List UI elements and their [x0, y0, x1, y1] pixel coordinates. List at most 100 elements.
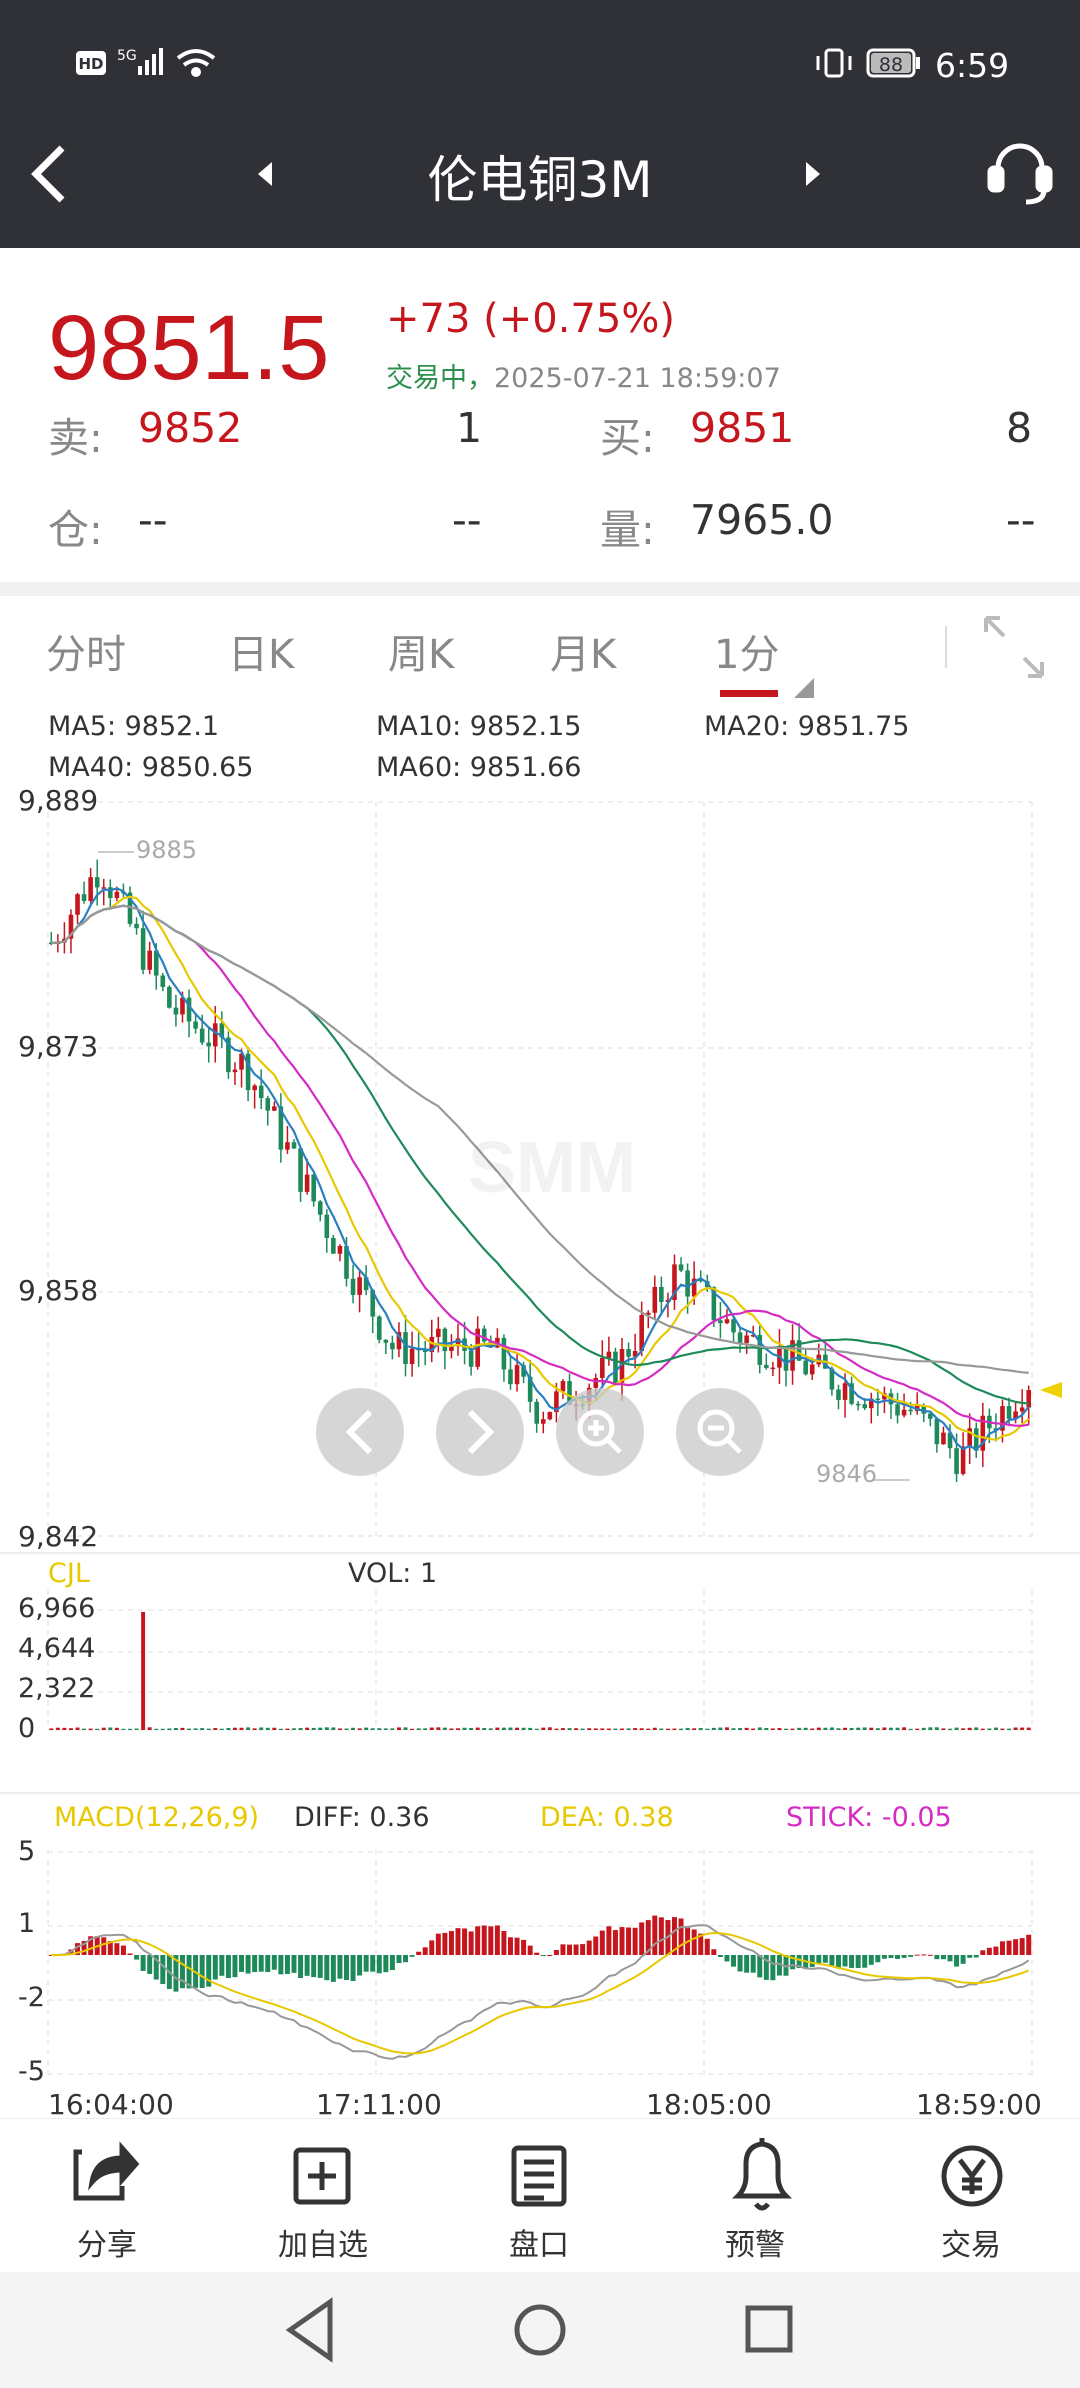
volume-bar: [987, 1728, 992, 1730]
volume-bar: [948, 1728, 952, 1730]
macd-tick-1: 5: [18, 1836, 36, 1867]
zoom-out-button[interactable]: [676, 1388, 764, 1476]
orderbook-button[interactable]: 盘口: [464, 2138, 614, 2264]
volume-bar: [757, 1727, 762, 1730]
candle-body: [842, 1383, 848, 1400]
vol-tick-4: 0: [18, 1713, 36, 1744]
volume-bar: [1000, 1728, 1005, 1730]
tab-daily-k[interactable]: 日K: [228, 632, 295, 678]
scroll-right-button[interactable]: [436, 1388, 524, 1476]
candle-body: [344, 1245, 349, 1279]
candle-body: [698, 1278, 704, 1282]
tab-intraday[interactable]: 分时: [46, 632, 126, 678]
tab-1min[interactable]: 1分: [714, 632, 780, 678]
candle-body: [226, 1037, 231, 1073]
diff-value: DIFF: 0.36: [294, 1802, 430, 1833]
volume-bar: [915, 1728, 920, 1730]
system-recents-icon: [745, 2305, 793, 2353]
macd-bar: [855, 1955, 861, 1968]
zoom-in-button[interactable]: [556, 1388, 644, 1476]
macd-bar: [363, 1955, 369, 1972]
volume-bar: [711, 1727, 716, 1730]
macd-bar: [160, 1955, 166, 1984]
alert-button[interactable]: 预警: [680, 2138, 830, 2264]
volume-bar: [626, 1728, 631, 1730]
volume-bar: [298, 1728, 303, 1730]
orderbook-label: 盘口: [509, 2228, 569, 2263]
volume-bar: [1013, 1727, 1018, 1730]
candle-body: [206, 1042, 212, 1047]
svg-text:88: 88: [879, 54, 903, 76]
macd-bar: [311, 1955, 317, 1978]
volume-bar: [698, 1728, 703, 1730]
macd-bar: [750, 1955, 756, 1973]
add-watchlist-label: 加自选: [278, 2228, 368, 2263]
volume-value: 7965.0: [690, 496, 834, 544]
candle-body: [836, 1389, 841, 1400]
scroll-left-button[interactable]: [316, 1388, 404, 1476]
candle-body: [868, 1398, 874, 1409]
add-watchlist-button[interactable]: 加自选: [248, 2138, 398, 2264]
macd-bar: [258, 1955, 264, 1972]
tab-weekly-k[interactable]: 周K: [388, 632, 455, 678]
volume-bar: [114, 1727, 119, 1730]
macd-bar: [330, 1955, 336, 1982]
volume-bar: [862, 1727, 867, 1730]
volume-bar: [383, 1728, 388, 1730]
vol-tick-3: 2,322: [18, 1673, 96, 1704]
candle-body: [475, 1328, 480, 1367]
candle-body: [875, 1398, 881, 1401]
price-axis-top: 9,889: [18, 784, 99, 817]
system-home-button[interactable]: [505, 2290, 575, 2370]
system-back-button[interactable]: [280, 2290, 350, 2370]
volume-bar: [1026, 1727, 1031, 1730]
volume-bar: [147, 1727, 152, 1730]
candle-body: [258, 1085, 264, 1099]
candle-body: [803, 1360, 808, 1375]
macd-bar: [704, 1938, 710, 1955]
candle-body: [665, 1300, 671, 1302]
volume-bar: [475, 1727, 480, 1730]
volume-bar: [469, 1727, 474, 1730]
volume-bar: [141, 1612, 146, 1730]
volume-bar: [836, 1728, 841, 1730]
volume-bar: [167, 1728, 172, 1730]
ma60-value: MA60: 9851.66: [376, 752, 582, 783]
volume-bar: [173, 1727, 178, 1730]
volume-bar: [921, 1727, 926, 1730]
volume-bar: [849, 1727, 854, 1730]
system-recents-button[interactable]: [735, 2290, 805, 2370]
volume-bar: [580, 1728, 585, 1730]
share-button[interactable]: 分享: [32, 2138, 182, 2264]
volume-bar: [633, 1728, 638, 1730]
candle-body: [331, 1237, 336, 1254]
volume-bar: [692, 1728, 697, 1730]
candle-body: [390, 1342, 395, 1350]
macd-bar: [658, 1917, 664, 1955]
macd-bar: [396, 1955, 402, 1964]
kline-chart[interactable]: SMM: [0, 0, 1080, 2120]
candle-body: [219, 1023, 225, 1038]
volume-bar: [259, 1727, 264, 1730]
trade-label: 交易: [941, 2228, 1001, 2263]
trade-button[interactable]: 交易: [896, 2138, 1046, 2264]
volume-bar: [1007, 1728, 1012, 1730]
volume-bar: [272, 1727, 277, 1730]
volume-bar: [311, 1727, 316, 1730]
macd-bar: [114, 1943, 120, 1955]
volume-bar: [541, 1727, 546, 1730]
volume-bar: [521, 1727, 526, 1730]
macd-bar: [724, 1955, 730, 1962]
macd-bar: [993, 1946, 999, 1955]
candle-body: [442, 1328, 448, 1352]
volume-bar: [370, 1728, 375, 1730]
macd-bar: [816, 1955, 822, 1964]
price-change: +73 (+0.75%): [386, 296, 675, 342]
hd-icon: [76, 51, 106, 75]
volume-bar: [600, 1728, 605, 1730]
volume-bar: [613, 1728, 618, 1730]
volume-bar: [252, 1728, 257, 1730]
macd-bar: [901, 1955, 907, 1958]
volume-bar: [219, 1728, 224, 1730]
tab-monthly-k[interactable]: 月K: [550, 632, 617, 678]
